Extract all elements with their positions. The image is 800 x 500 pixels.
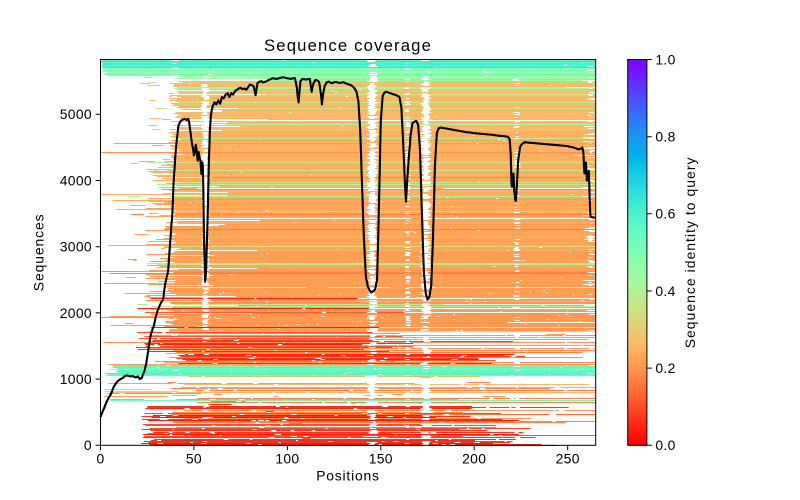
svg-text:50: 50 <box>186 451 202 467</box>
svg-text:250: 250 <box>556 451 580 467</box>
svg-text:Sequence coverage: Sequence coverage <box>264 36 432 55</box>
svg-text:100: 100 <box>275 451 299 467</box>
svg-text:200: 200 <box>462 451 486 467</box>
svg-text:Sequence identity to query: Sequence identity to query <box>682 157 698 349</box>
svg-text:2000: 2000 <box>60 305 92 321</box>
svg-text:0: 0 <box>96 451 104 467</box>
svg-text:4000: 4000 <box>60 172 92 188</box>
svg-text:0.2: 0.2 <box>655 360 675 376</box>
svg-text:3000: 3000 <box>60 239 92 255</box>
svg-text:5000: 5000 <box>60 106 92 122</box>
svg-text:1.0: 1.0 <box>655 51 675 67</box>
svg-text:0.6: 0.6 <box>655 206 675 222</box>
svg-text:0.8: 0.8 <box>655 129 675 145</box>
svg-text:Positions: Positions <box>316 468 380 484</box>
svg-text:150: 150 <box>369 451 393 467</box>
svg-text:0.0: 0.0 <box>655 437 675 453</box>
svg-text:0: 0 <box>84 437 92 453</box>
svg-text:0.4: 0.4 <box>655 283 675 299</box>
svg-text:Sequences: Sequences <box>31 214 47 292</box>
svg-text:1000: 1000 <box>60 371 92 387</box>
